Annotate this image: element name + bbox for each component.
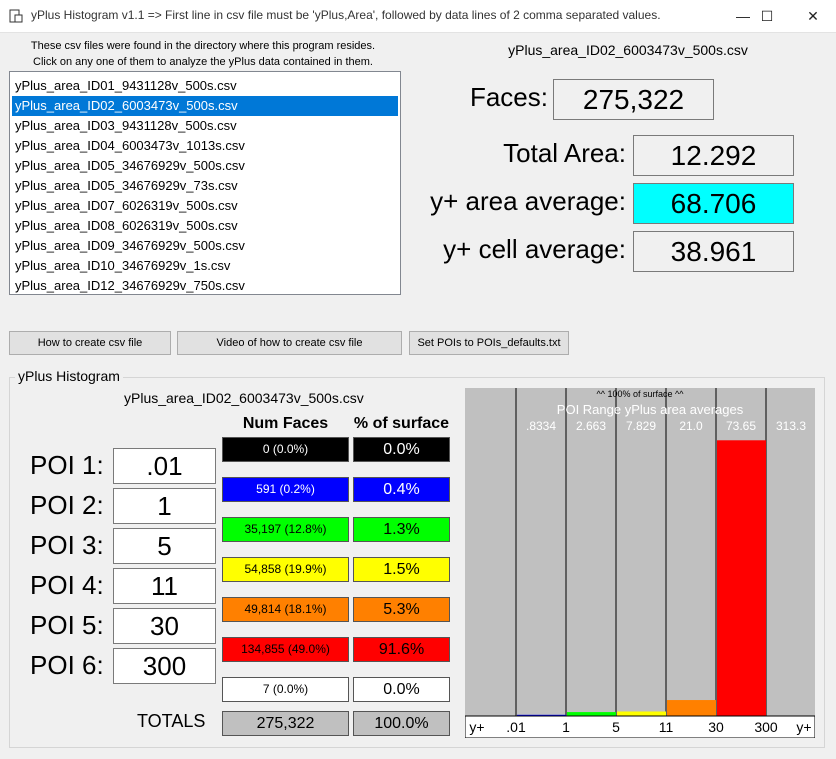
- file-list-item[interactable]: yPlus_area_ID01_9431128v_500s.csv: [15, 78, 237, 93]
- video-how-to-button[interactable]: Video of how to create csv file: [177, 331, 402, 355]
- poi-label: POI 3:: [30, 530, 104, 560]
- chart-x-tick-label: 11: [659, 719, 674, 735]
- close-button[interactable]: ✕: [807, 7, 819, 24]
- csv-file-list[interactable]: yPlus_area_ID01_9431128v_500s.csv yPlus_a…: [9, 71, 401, 295]
- chart-bar: [667, 700, 716, 716]
- poi-label: POI 2:: [30, 490, 104, 520]
- app-icon: [9, 9, 23, 23]
- file-list-item[interactable]: yPlus_area_ID07_6026319v_500s.csv: [15, 198, 238, 213]
- histogram-group-title: yPlus Histogram: [15, 368, 123, 384]
- how-to-create-csv-button[interactable]: How to create csv file: [9, 331, 171, 355]
- histogram-file-name: yPlus_area_ID02_6003473v_500s.csv: [124, 390, 364, 406]
- chart-x-tick-label: 300: [754, 719, 778, 735]
- chart-bar: [567, 712, 616, 716]
- face-count-cell: 134,855 (49.0%): [222, 637, 349, 662]
- set-pois-defaults-button[interactable]: Set POIs to POIs_defaults.txt: [409, 331, 569, 355]
- surface-pct-cell: 0.4%: [353, 477, 450, 502]
- file-list-item[interactable]: yPlus_area_ID12_34676929v_750s.csv: [15, 278, 245, 293]
- total-area-label: Total Area:: [503, 138, 626, 168]
- total-area-value: 12.292: [633, 135, 794, 176]
- chart-subtitle: POI Range yPlus area averages: [557, 402, 744, 417]
- face-count-cell: 7 (0.0%): [222, 677, 349, 702]
- chart-bar: [617, 711, 666, 716]
- chart-range-average-label: .8334: [526, 419, 556, 433]
- poi-1-input[interactable]: .01: [113, 448, 216, 484]
- faces-label: Faces:: [469, 82, 548, 112]
- face-count-cell: 54,858 (19.9%): [222, 557, 349, 582]
- chart-x-tick-label: 5: [612, 719, 620, 735]
- area-average-label: y+ area average:: [430, 186, 626, 216]
- histogram-group: [9, 377, 825, 748]
- chart-top-note: ^^ 100% of surface ^^: [597, 389, 685, 399]
- chart-range-average-label: 21.0: [679, 419, 703, 433]
- cell-average-label: y+ cell average:: [443, 234, 626, 264]
- file-list-item[interactable]: yPlus_area_ID09_34676929v_500s.csv: [15, 238, 245, 253]
- current-file-name: yPlus_area_ID02_6003473v_500s.csv: [508, 42, 748, 58]
- info-line-2: Click on any one of them to analyze the …: [33, 56, 373, 68]
- maximize-button[interactable]: ☐: [760, 7, 774, 24]
- info-line-1: These csv files were found in the direct…: [30, 40, 376, 52]
- chart-x-tick-label: 1: [562, 719, 570, 735]
- poi-label: POI 1:: [30, 450, 104, 480]
- file-list-item[interactable]: yPlus_area_ID05_34676929v_73s.csv: [15, 178, 238, 193]
- file-list-item[interactable]: yPlus_area_ID02_6003473v_500s.csv: [12, 96, 398, 116]
- file-list-item[interactable]: yPlus_area_ID04_6003473v_1013s.csv: [15, 138, 245, 153]
- chart-range-average-label: 7.829: [626, 419, 656, 433]
- pct-surface-header: % of surface: [353, 415, 450, 432]
- chart-x-tick-label: y+: [796, 719, 811, 735]
- face-count-cell: 35,197 (12.8%): [222, 517, 349, 542]
- totals-label: TOTALS: [137, 711, 206, 731]
- chart-range-average-label: 73.65: [726, 419, 756, 433]
- cell-average-value: 38.961: [633, 231, 794, 272]
- file-list-item[interactable]: yPlus_area_ID05_34676929v_500s.csv: [15, 158, 245, 173]
- num-faces-header: Num Faces: [242, 415, 329, 432]
- surface-pct-cell: 5.3%: [353, 597, 450, 622]
- chart-bar: [717, 440, 766, 716]
- chart-range-average-label: 313.3: [776, 419, 806, 433]
- surface-pct-cell: 91.6%: [353, 637, 450, 662]
- face-count-cell: 49,814 (18.1%): [222, 597, 349, 622]
- chart-x-axis: [465, 715, 815, 738]
- window-title: yPlus Histogram v1.1 => First line in cs…: [31, 8, 661, 22]
- histogram-chart: ^^ 100% of surface ^^ POI Range yPlus are…: [465, 388, 815, 738]
- chart-x-tick-label: y+: [469, 719, 484, 735]
- surface-pct-cell: 0.0%: [353, 677, 450, 702]
- area-average-value: 68.706: [633, 183, 794, 224]
- file-list-item[interactable]: yPlus_area_ID03_9431128v_500s.csv: [15, 118, 237, 133]
- surface-pct-cell: 0.0%: [353, 437, 450, 462]
- surface-pct-cell: 1.3%: [353, 517, 450, 542]
- face-count-cell: 0 (0.0%): [222, 437, 349, 462]
- poi-4-input[interactable]: 11: [113, 568, 216, 604]
- totals-count: 275,322: [222, 711, 349, 736]
- surface-pct-cell: 1.5%: [353, 557, 450, 582]
- chart-bar: [517, 714, 566, 716]
- poi-2-input[interactable]: 1: [113, 488, 216, 524]
- file-list-item[interactable]: yPlus_area_ID08_6026319v_500s.csv: [15, 218, 238, 233]
- poi-3-input[interactable]: 5: [113, 528, 216, 564]
- minimize-button[interactable]: —: [736, 8, 750, 24]
- poi-label: POI 4:: [30, 570, 104, 600]
- poi-label: POI 5:: [30, 610, 104, 640]
- chart-x-tick-label: 30: [708, 719, 724, 735]
- totals-pct: 100.0%: [353, 711, 450, 736]
- poi-label: POI 6:: [30, 650, 104, 680]
- chart-range-average-label: 2.663: [576, 419, 606, 433]
- chart-x-tick-label: .01: [506, 719, 526, 735]
- poi-5-input[interactable]: 30: [113, 608, 216, 644]
- faces-value: 275,322: [553, 79, 714, 120]
- title-bar: yPlus Histogram v1.1 => First line in cs…: [0, 0, 836, 33]
- face-count-cell: 591 (0.2%): [222, 477, 349, 502]
- file-list-item[interactable]: yPlus_area_ID10_34676929v_1s.csv: [15, 258, 231, 273]
- poi-6-input[interactable]: 300: [113, 648, 216, 684]
